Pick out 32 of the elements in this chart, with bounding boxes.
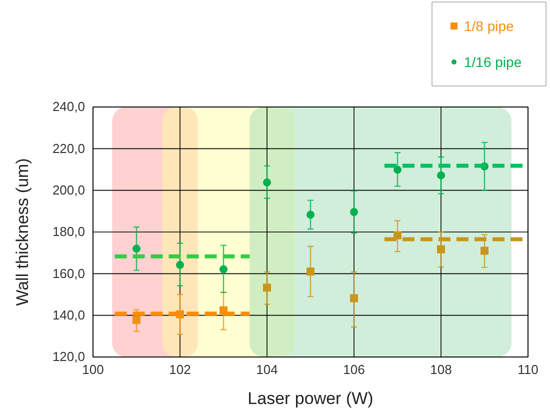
- x-tick-label: 108: [430, 362, 452, 378]
- point: [350, 208, 358, 216]
- y-axis-title: Wall thickness (um): [13, 158, 32, 306]
- y-tick-label: 200,0: [52, 182, 85, 198]
- point: [394, 166, 402, 174]
- point: [176, 260, 184, 269]
- point: [437, 245, 445, 254]
- x-tick-label: 106: [343, 362, 365, 378]
- legend-label: 1/8 pipe: [464, 18, 514, 34]
- legend-label: 1/16 pipe: [464, 54, 522, 70]
- x-tick-label: 100: [82, 362, 104, 378]
- point: [306, 268, 314, 276]
- point: [220, 265, 228, 274]
- point: [437, 171, 445, 180]
- y-tick-label: 120,0: [52, 349, 85, 364]
- point: [263, 284, 271, 292]
- y-tick-label: 160,0: [52, 266, 85, 281]
- point: [306, 210, 314, 219]
- y-tick-label: 140,0: [52, 307, 85, 322]
- point: [132, 244, 140, 253]
- x-tick-label: 104: [256, 362, 278, 378]
- x-tick-label: 102: [169, 362, 191, 378]
- y-tick-label: 240,0: [52, 99, 85, 114]
- point: [350, 294, 358, 302]
- y-tick-label: 180,0: [52, 224, 85, 240]
- point: [394, 231, 402, 240]
- point: [263, 178, 271, 186]
- x-tick-label: 110: [518, 362, 538, 378]
- y-tick-label: 220,0: [52, 140, 85, 156]
- point: [480, 246, 488, 255]
- x-axis-title: Laser power (W): [248, 389, 374, 408]
- point: [132, 316, 140, 324]
